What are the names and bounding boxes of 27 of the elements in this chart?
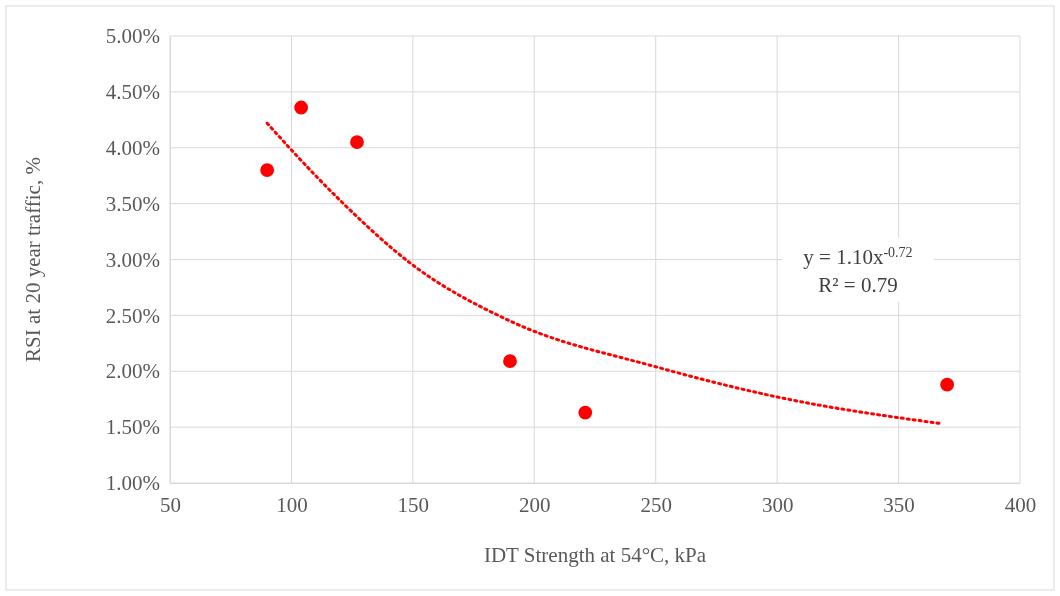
y-tick-label: 4.00% bbox=[105, 135, 160, 160]
point bbox=[350, 135, 364, 150]
point bbox=[294, 100, 309, 115]
y-tick-label: 2.50% bbox=[105, 303, 160, 328]
x-tick-label: 200 bbox=[519, 492, 551, 517]
point bbox=[260, 163, 275, 177]
x-tick-label: 250 bbox=[640, 492, 672, 517]
y-tick-label: 1.50% bbox=[105, 415, 160, 440]
y-tick-label: 1.00% bbox=[105, 471, 160, 496]
y-axis-title: RSI at 20 year traffic, % bbox=[21, 157, 45, 362]
y-tick-label: 3.00% bbox=[105, 247, 160, 272]
point bbox=[578, 405, 593, 420]
point bbox=[940, 377, 955, 392]
point bbox=[503, 354, 517, 369]
y-tick-label: 5.00% bbox=[105, 24, 160, 49]
x-tick-label: 100 bbox=[276, 492, 308, 517]
x-tick-label: 300 bbox=[761, 492, 794, 517]
annotation: R² = 0.79 bbox=[818, 273, 898, 297]
x-tick-label: 400 bbox=[1004, 492, 1037, 517]
x-tick-label: 50 bbox=[160, 492, 181, 517]
y-tick-label: 2.00% bbox=[105, 359, 160, 384]
y-tick-label: 4.50% bbox=[105, 80, 160, 105]
x-tick-label: 150 bbox=[397, 492, 430, 517]
x-axis-title: IDT Strength at 54°C, kPa bbox=[483, 543, 707, 567]
x-tick-label: 350 bbox=[883, 492, 915, 517]
annotation: y = 1.10x$^{-0.72}$ bbox=[803, 244, 913, 269]
y-tick-label: 3.50% bbox=[105, 191, 160, 216]
